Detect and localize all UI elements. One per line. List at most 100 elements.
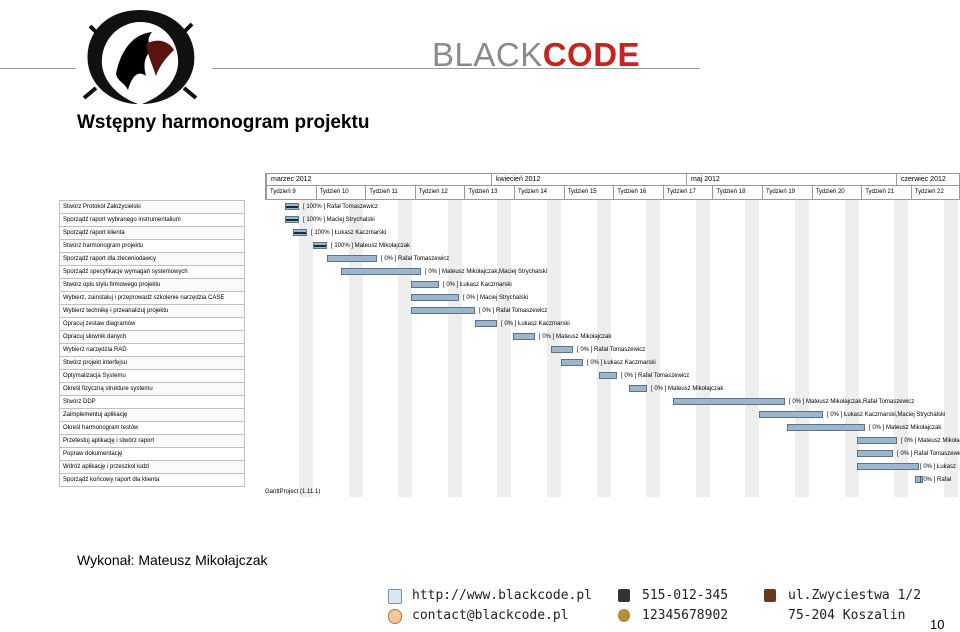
task-bar — [313, 242, 327, 249]
week-label: Tydzień 16 — [613, 186, 663, 199]
weekend-stripe — [695, 200, 703, 497]
weekend-stripe — [894, 200, 902, 497]
task-bar — [673, 398, 785, 405]
weekend-stripe — [299, 200, 306, 497]
task-bar-label: [ 100% ] Rafał Tomaszewicz — [303, 204, 378, 210]
task-row: Określ fizyczną strukture systemu — [59, 383, 245, 396]
task-bar-label: [ 0% ] Mateusz Mikołajczak — [869, 425, 942, 431]
week-label: Tydzień 12 — [414, 186, 465, 199]
gantt-footer: GanttProject (1.11.1) — [265, 489, 321, 495]
week-label: Tydzień 21 — [861, 186, 911, 199]
month-label: marzec 2012 — [266, 174, 491, 186]
gear-icon — [618, 609, 630, 622]
weekend-stripe — [844, 200, 852, 497]
brand-logo: BLACKCODE — [432, 36, 641, 73]
task-row: Stwórz DDP — [59, 396, 245, 409]
page-title: Wstępny harmonogram projektu — [77, 112, 370, 133]
week-label: Tydzień 15 — [563, 186, 614, 199]
week-label: Tydzień 19 — [762, 186, 812, 199]
task-bar — [475, 320, 497, 327]
task-row: Sporządź specyfikacje wymagań systemowyc… — [59, 266, 245, 279]
email-icon — [388, 609, 402, 624]
contact-id-number: 12345678902 — [642, 608, 729, 623]
contact-email[interactable]: contact@blackcode.pl — [412, 608, 569, 623]
weekend-stripe — [901, 200, 909, 497]
weekend-stripe — [752, 200, 760, 497]
week-label: Tydzień 13 — [464, 186, 514, 199]
weekend-stripe — [447, 200, 455, 497]
weekend-stripe — [653, 200, 661, 497]
task-bar-label: [ 0% ] Maciej Strychalski — [463, 295, 529, 301]
task-progress-fill — [286, 206, 298, 208]
weekend-stripe — [355, 200, 363, 497]
task-bar-label: [ 100% ] Maciej Strychalski — [303, 217, 375, 223]
month-header: marzec 2012 kwiecień 2012 maj 2012 czerwiec… — [265, 173, 960, 186]
task-progress-fill — [294, 232, 306, 234]
week-label: Tydzień 9 — [266, 186, 316, 199]
task-bar — [787, 424, 865, 431]
task-bar — [411, 307, 475, 314]
header-rule-right — [212, 68, 700, 69]
task-bar — [293, 229, 307, 236]
weekend-stripe — [405, 200, 413, 497]
task-bar-label: [ 0% ] Mateusz Mikołajczak — [901, 438, 960, 444]
task-row: Wybierz technikę i przeanalizuj projektu — [59, 305, 245, 318]
weekend-stripe — [646, 200, 654, 497]
task-bar — [857, 463, 919, 470]
task-bar — [285, 216, 299, 223]
contact-city: 75-204 Koszalin — [788, 608, 906, 623]
weekend-stripe — [702, 200, 710, 497]
header-rule-left — [0, 68, 76, 69]
task-row: Sporządź raport wybranego instrumentaliu… — [59, 214, 245, 227]
book-icon — [764, 589, 776, 602]
task-row: Sporządź raport dla zleceniodawcy — [59, 253, 245, 266]
task-row: Przetestuj aplikację i stwórz raport — [59, 435, 245, 448]
weekend-stripe — [943, 200, 951, 497]
task-bar — [561, 359, 583, 366]
task-row: Popraw dokumentację — [59, 448, 245, 461]
task-bar — [411, 281, 439, 288]
month-label: maj 2012 — [686, 174, 896, 186]
task-row: Opracuj zestaw diagramów — [59, 318, 245, 331]
task-bar-label: [ 0% ] Rafał Tomaszewicz — [381, 256, 450, 262]
task-bar-label: [ 0% ] Mateusz Mikołajczak,Rafał Tomasze… — [789, 399, 915, 405]
gantt-chart: Stwórz Protokół Założycielski Sporządź ra… — [59, 173, 960, 503]
task-progress-fill — [286, 219, 298, 221]
task-row: Sporządź końcowy raport dla klienta — [59, 474, 245, 487]
week-label: Tydzień 18 — [712, 186, 762, 199]
task-bar-label: [ 100% ] Łukasz Kaczmarski — [311, 230, 387, 236]
weekend-stripe — [398, 200, 406, 497]
task-bar — [759, 411, 823, 418]
week-label: Tydzień 22 — [910, 186, 960, 199]
weekend-stripe — [504, 200, 512, 497]
contact-url[interactable]: http://www.blackcode.pl — [412, 588, 593, 603]
task-bar-label: [ 0% ] Łukasz Kaczmarski — [443, 282, 512, 288]
task-bar-label: [ 0% ] Rafał Tomaszewicz — [577, 347, 646, 353]
task-row: Określ harmonogram testów — [59, 422, 245, 435]
weekend-stripe — [497, 200, 505, 497]
task-bar-label: [ 0% ] Mateusz Mikołajczak,Maciej Strych… — [425, 269, 548, 275]
week-header: Tydzień 9 Tydzień 10 Tydzień 11 Tydzień 12 T… — [265, 186, 960, 200]
task-bar — [327, 255, 377, 262]
task-bar — [629, 385, 647, 392]
task-bar — [857, 450, 893, 457]
weekend-stripe — [802, 200, 809, 497]
weekend-stripe — [547, 200, 554, 497]
task-row: Zaimplementuj aplikację — [59, 409, 245, 422]
author-line: Wykonał: Mateusz Mikołajczak — [77, 552, 268, 568]
task-row: Wdróż aplikację i przeszkol ludzi — [59, 461, 245, 474]
task-bar-label: [ 100% ] Mateusz Mikołajczak — [331, 243, 411, 249]
task-bar-label: [ 0% ] Łukasz Kaczmarski — [501, 321, 570, 327]
task-bar — [513, 333, 535, 340]
weekend-stripe — [348, 200, 356, 497]
task-bar-label: [ 0% ] Łukasz Kaczmarski,Maciej Strychal… — [827, 412, 946, 418]
web-icon — [388, 589, 402, 604]
gantt-timeline: marzec 2012 kwiecień 2012 maj 2012 czerwiec… — [265, 173, 960, 500]
task-row: Opracuj słownik danych — [59, 331, 245, 344]
task-row: Stwórz projekt interfejsu — [59, 357, 245, 370]
weekend-stripe — [851, 200, 859, 497]
task-row: Optymalizacja Systemu — [59, 370, 245, 383]
contact-street: ul.Zwyciestwa 1/2 — [788, 588, 922, 603]
week-label: Tydzień 20 — [811, 186, 862, 199]
week-label: Tydzień 11 — [365, 186, 415, 199]
